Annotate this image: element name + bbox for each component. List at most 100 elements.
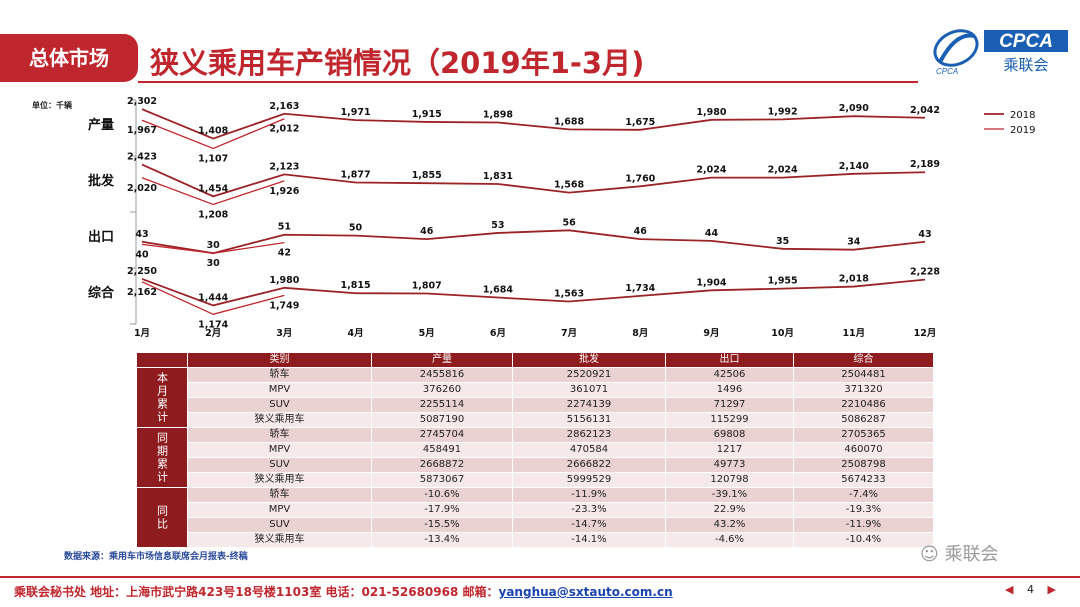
table-cell: -14.1%	[512, 532, 666, 548]
table-row: 本月累计 轿车 2455816 2520921 42506 2504481	[136, 367, 934, 428]
table-header-blank	[136, 352, 188, 368]
table-cell: 71297	[665, 397, 794, 413]
data-label: 30	[207, 258, 221, 269]
logo-subtext: 乘联会	[1003, 56, 1048, 74]
table-cell-category: SUV	[187, 457, 372, 473]
data-label: 53	[491, 220, 504, 231]
table-cell: 5674233	[793, 472, 934, 488]
next-page-button[interactable]: ▶	[1047, 583, 1056, 596]
data-label: 1,904	[696, 277, 726, 288]
table-header-row: 类别 产量 批发 出口 综合	[136, 352, 934, 368]
table-header: 出口	[665, 352, 794, 368]
data-label: 2,024	[768, 165, 798, 176]
unit-label: 单位：千辆	[32, 100, 72, 110]
series-line-2019	[141, 241, 285, 254]
table-header: 综合	[793, 352, 934, 368]
data-label: 46	[634, 226, 648, 237]
table-row: 狭义乘用车 5873067 5999529 120798 5674233	[137, 472, 934, 488]
table-cell: 2666822	[512, 457, 666, 473]
x-tick-label: 10月	[771, 328, 794, 339]
table-cell: -13.4%	[371, 532, 513, 548]
table-cell: 115299	[665, 412, 794, 428]
table-cell: 120798	[665, 472, 794, 488]
table-cell: 1496	[665, 382, 794, 398]
data-label: 40	[135, 249, 149, 260]
table-cell: -11.9%	[793, 517, 934, 533]
data-label: 1,688	[554, 116, 584, 127]
source-note: 数据来源：乘用车市场信息联席会月报表-终稿	[64, 552, 248, 562]
panel-label: 综合	[88, 285, 115, 301]
table-cell: 49773	[665, 457, 794, 473]
data-label: 34	[847, 237, 861, 248]
data-label: 2,250	[127, 266, 157, 277]
section-tag: 总体市场	[0, 34, 138, 82]
data-label: 1,971	[341, 107, 371, 118]
table-cell: 5086287	[793, 412, 934, 428]
header-divider	[138, 81, 918, 83]
table-cell: 5999529	[512, 472, 666, 488]
table-cell: 2508798	[793, 457, 934, 473]
x-tick-label: 5月	[419, 328, 435, 339]
table-cell: 376260	[371, 382, 513, 398]
header: 总体市场 狭义乘用车产销情况（2019年1-3月) CPCA CPCA 乘联会	[0, 0, 1080, 92]
table-cell: 1217	[665, 442, 794, 458]
panel-label: 批发	[88, 173, 115, 189]
footer-address: 乘联会秘书处 地址：上海市武宁路423号18号楼1103室 电话：021-526…	[14, 585, 499, 599]
x-tick-label: 3月	[276, 328, 292, 339]
series-line-2018	[141, 229, 926, 255]
table-cell-category: MPV	[187, 442, 372, 458]
series-line-2019	[141, 281, 285, 315]
data-label: 2,018	[839, 274, 869, 285]
data-label: 1,898	[483, 109, 513, 120]
table-cell: 5873067	[371, 472, 513, 488]
data-label: 43	[135, 229, 148, 240]
data-label: 2,012	[269, 124, 299, 135]
table-header: 批发	[512, 352, 666, 368]
table-cell: 22.9%	[665, 502, 794, 518]
data-label: 1,568	[554, 180, 584, 191]
table-group-label: 同期累计	[136, 427, 188, 488]
panel-label: 出口	[88, 229, 114, 245]
data-table: 类别 产量 批发 出口 综合 本月累计 轿车 2455816 2520921 42506…	[136, 352, 934, 548]
table-row: 狭义乘用车 -13.4% -14.1% -4.6% -10.4%	[137, 532, 934, 548]
x-tick-label: 8月	[632, 328, 648, 339]
x-tick-label: 2月	[205, 328, 221, 339]
data-label: 1,980	[269, 275, 299, 286]
data-label: 1,855	[412, 170, 442, 181]
table-cell-category: 轿车	[187, 367, 372, 383]
data-label: 2,302	[127, 96, 157, 107]
series-line-2018	[141, 163, 926, 198]
table-cell-category: SUV	[187, 517, 372, 533]
page-number: 4	[1026, 583, 1034, 596]
data-label: 1,967	[127, 125, 157, 136]
data-label: 1,675	[625, 117, 655, 128]
page-title: 狭义乘用车产销情况（2019年1-3月)	[150, 46, 645, 80]
legend-label: 2019	[1010, 125, 1035, 136]
data-label: 1,955	[768, 276, 798, 287]
data-label: 1,408	[198, 126, 228, 137]
table-cell: 43.2%	[665, 517, 794, 533]
data-label: 43	[918, 229, 931, 240]
table-cell: 361071	[512, 382, 666, 398]
data-label: 2,228	[910, 267, 940, 278]
table-cell: -10.4%	[793, 532, 934, 548]
data-label: 1,749	[269, 300, 299, 311]
data-label: 1,734	[625, 283, 655, 294]
data-label: 2,024	[696, 165, 726, 176]
table-cell-category: 轿车	[187, 487, 372, 503]
data-label: 35	[776, 236, 789, 247]
table-cell: 5156131	[512, 412, 666, 428]
table-row: MPV 458491 470584 1217 460070	[137, 442, 934, 458]
table-cell: 42506	[665, 367, 794, 383]
table-cell: 2504481	[793, 367, 934, 383]
data-label: 1,684	[483, 285, 513, 296]
table-cell: 2520921	[512, 367, 666, 383]
series-line-2018	[141, 108, 926, 140]
data-label: 2,140	[839, 161, 869, 172]
data-label: 2,090	[839, 103, 869, 114]
footer-email-link[interactable]: yanghua@sxtauto.com.cn	[498, 585, 673, 599]
data-label: 2,020	[127, 183, 157, 194]
data-label: 2,423	[127, 152, 157, 163]
prev-page-button[interactable]: ◀	[1005, 583, 1014, 596]
table-cell: 2862123	[512, 427, 666, 443]
